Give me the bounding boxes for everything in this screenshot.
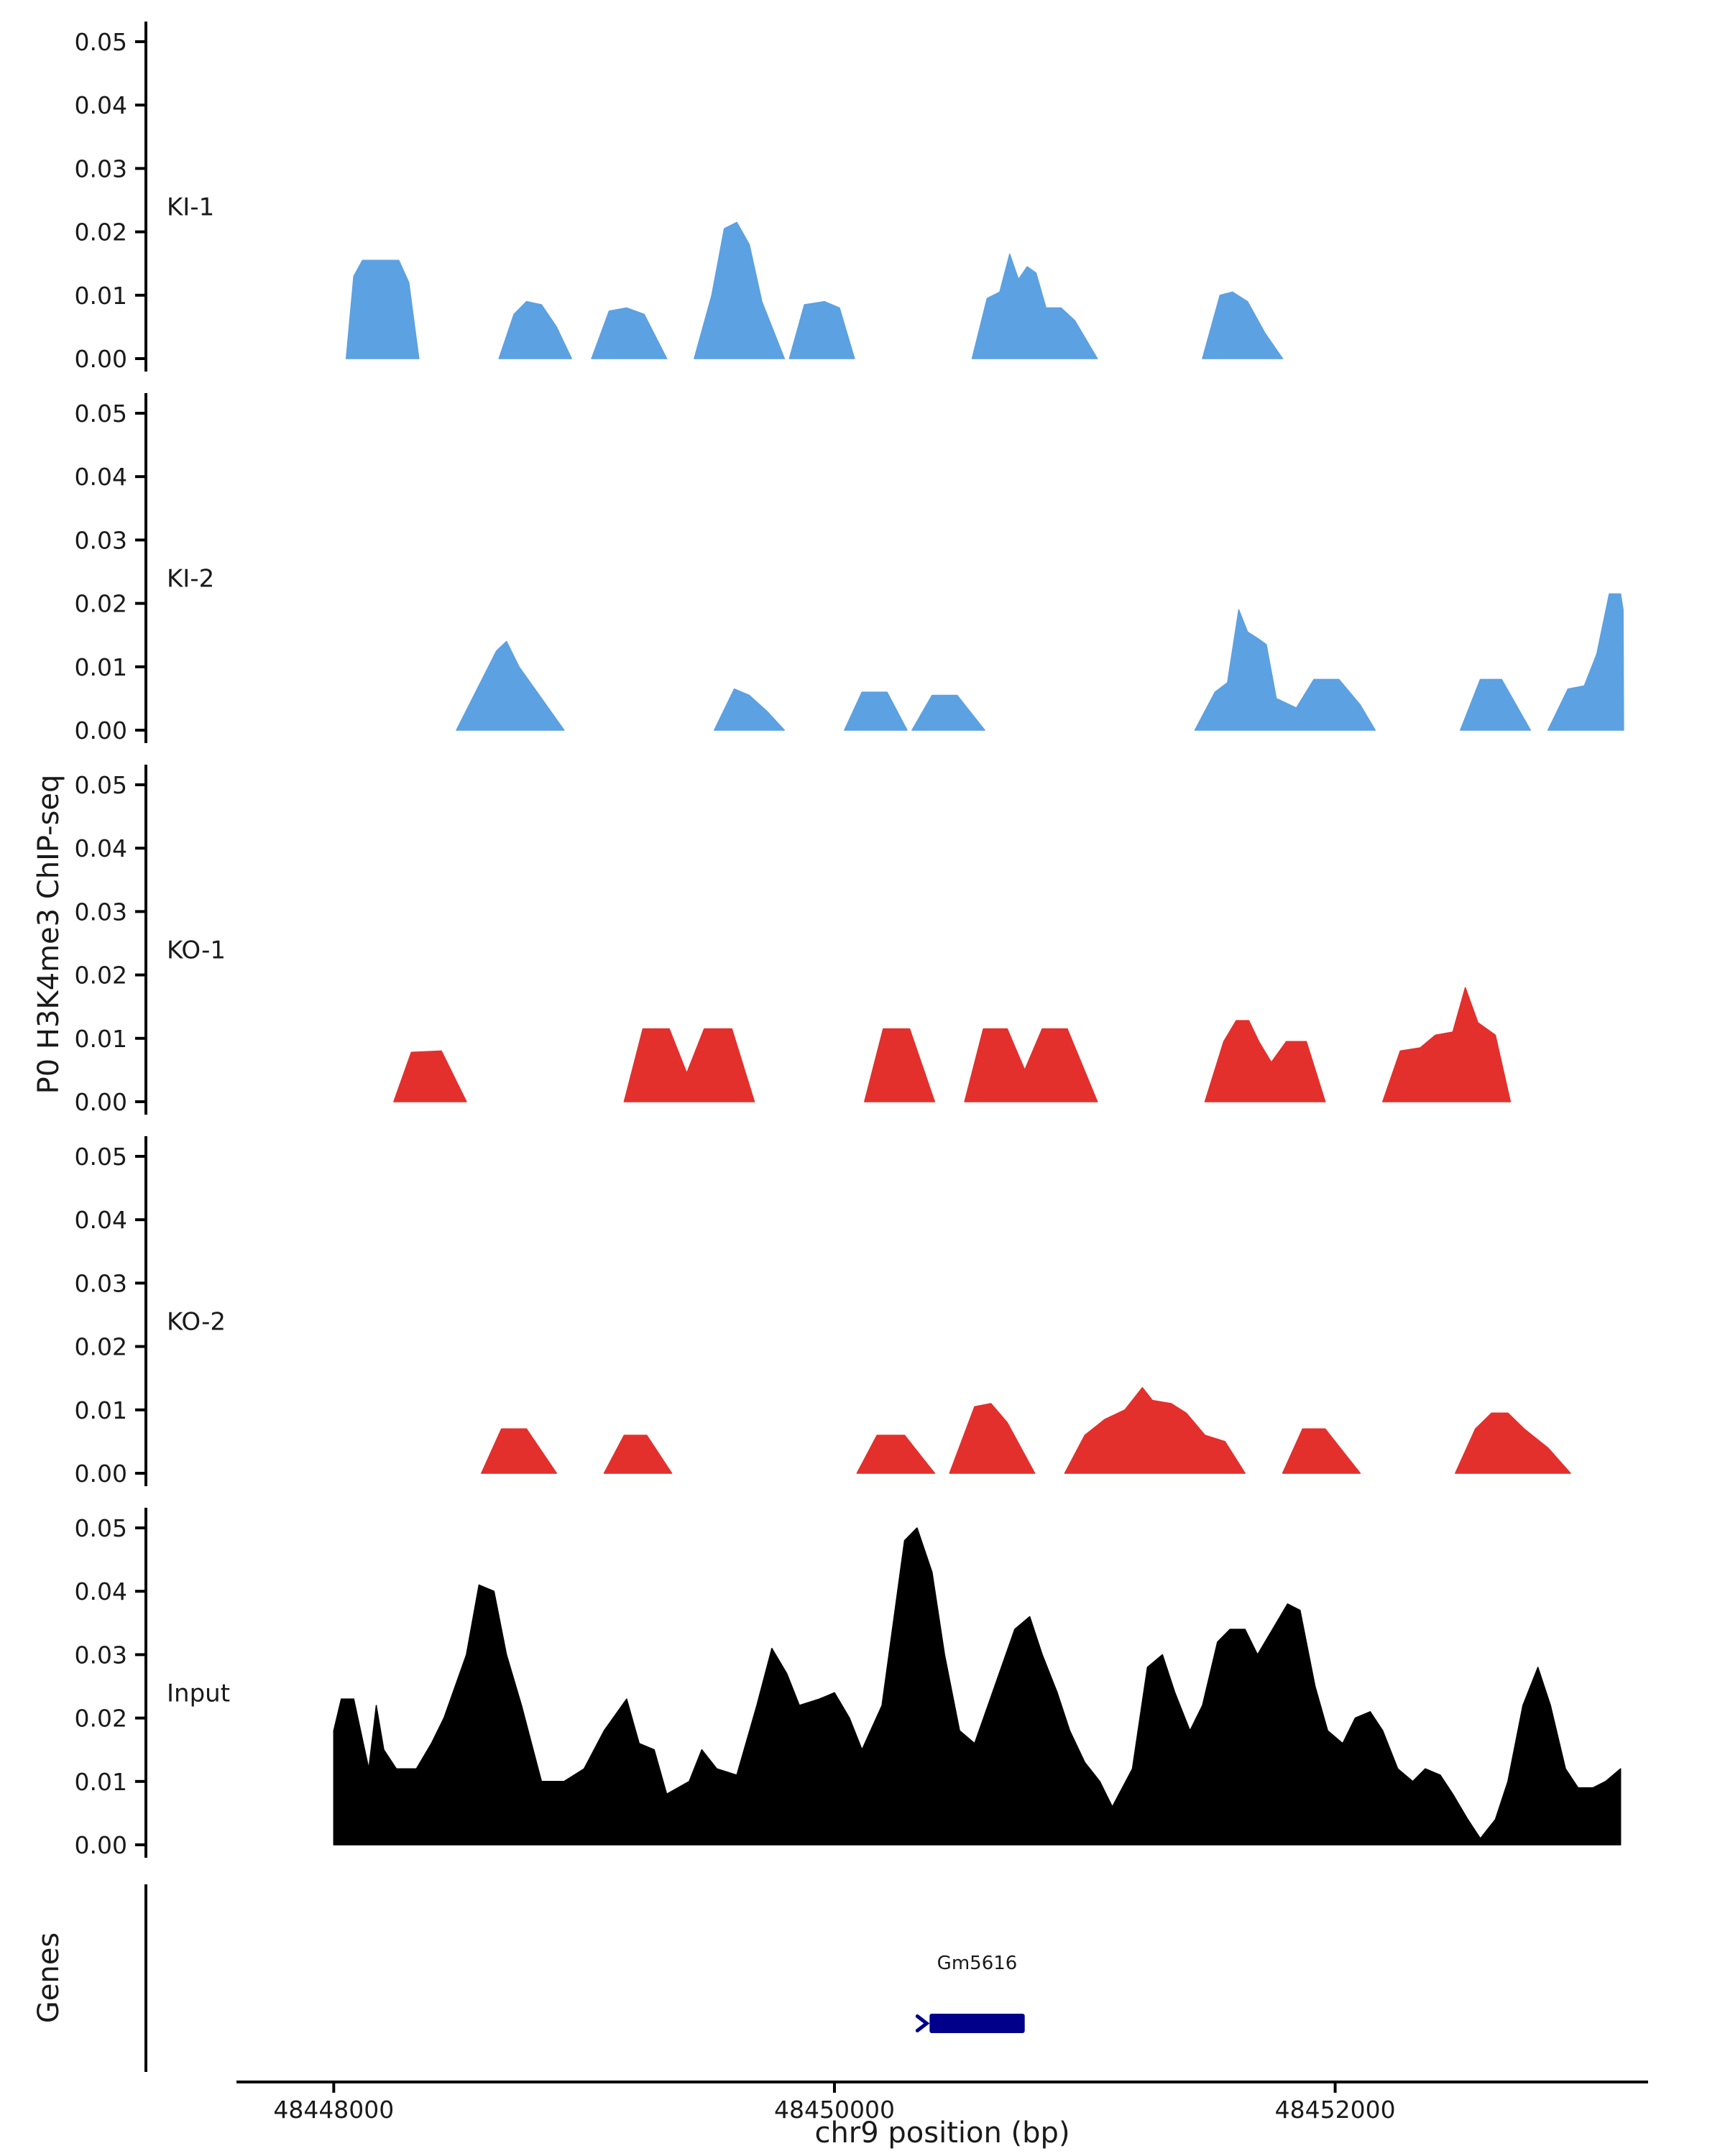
signal-area [1204,1020,1326,1102]
signal-area [1547,593,1624,731]
signal-area [971,253,1098,359]
y-tick-label: 0.02 [75,962,127,990]
y-tick-label: 0.05 [75,400,127,428]
signal-area [345,259,420,359]
gene-body [929,2014,1025,2033]
signal-area [1460,678,1532,731]
y-tick-label: 0.04 [75,463,127,491]
signal-area [911,694,985,731]
signal-area [591,307,668,359]
y-tick-label: 0.03 [75,526,127,554]
y-tick-label: 0.03 [75,898,127,926]
signal-area [964,1028,1098,1102]
y-tick-label: 0.00 [75,1088,127,1116]
y-tick-label: 0.00 [75,1460,127,1488]
signal-area [788,300,855,359]
signal-area [844,691,908,731]
signal-area [1202,291,1284,359]
genes-track: Gm5616 [144,1884,1025,2072]
signal-area [694,221,786,359]
x-tick-label: 48452000 [1275,2096,1396,2124]
y-tick-label: 0.05 [75,1514,127,1542]
signal-area [1455,1412,1571,1474]
signal-area [1382,987,1512,1102]
signal-area [856,1434,936,1474]
signal-area [949,1403,1036,1474]
y-tick-label: 0.01 [75,1768,127,1796]
y-tick-label: 0.02 [75,590,127,618]
gene-strand-arrow-icon [915,2014,930,2032]
y-tick-label: 0.01 [75,282,127,310]
signal-area [864,1028,936,1102]
signal-area [481,1428,558,1474]
y-tick-label: 0.03 [75,155,127,183]
y-tick-label: 0.00 [75,1831,127,1859]
y-tick-label: 0.05 [75,28,127,56]
x-tick-label: 48450000 [774,2096,895,2124]
track-label: KI-1 [167,193,214,221]
signal-area [456,640,565,731]
x-tick-label: 48448000 [273,2096,394,2124]
y-tick-label: 0.01 [75,1025,127,1053]
y-tick-label: 0.00 [75,717,127,745]
gene-name-label: Gm5616 [937,1953,1018,1974]
y-axis-title: P0 H3K4me3 ChIP-seq [32,774,65,1095]
track-label: KO-1 [167,936,226,964]
signal-area [1282,1428,1361,1474]
y-tick-label: 0.03 [75,1269,127,1297]
signal-area [603,1434,673,1474]
track-label: KO-2 [167,1307,226,1336]
y-tick-label: 0.04 [75,834,127,862]
y-tick-label: 0.02 [75,1705,127,1733]
y-tick-label: 0.04 [75,1577,127,1606]
y-tick-label: 0.05 [75,771,127,799]
signal-area [623,1028,755,1102]
track-ki-2: 0.00 0.01 0.02 0.03 0.04 0.05 KI-2 [75,393,1624,745]
y-tick-label: 0.01 [75,653,127,681]
signal-area [498,300,572,359]
track-ko-1: 0.00 0.01 0.02 0.03 0.04 0.05 KO-1 [75,765,1512,1116]
genes-axis-title: Genes [32,1932,65,2024]
track-label: Input [167,1679,230,1708]
track-input: 0.00 0.01 0.02 0.03 0.04 0.05 Input [75,1508,1622,1859]
signal-area [714,688,786,731]
y-tick-label: 0.04 [75,91,127,119]
track-label: KI-2 [167,564,214,593]
track-ki-1: 0.00 0.01 0.02 0.03 0.04 0.05 KI-1 [75,22,1284,373]
signal-area [333,1527,1622,1846]
y-tick-label: 0.02 [75,218,127,247]
x-axis: 48448000 48450000 48452000 [236,2081,1648,2124]
y-tick-label: 0.05 [75,1143,127,1171]
y-tick-label: 0.03 [75,1641,127,1669]
y-tick-label: 0.00 [75,345,127,373]
signal-area [1064,1387,1246,1474]
y-tick-label: 0.04 [75,1206,127,1234]
y-tick-label: 0.01 [75,1396,127,1424]
x-axis-title: chr9 position (bp) [814,2116,1070,2150]
track-ko-2: 0.00 0.01 0.02 0.03 0.04 0.05 KO-2 [75,1136,1571,1488]
signal-area [393,1050,467,1102]
signal-area [1194,609,1376,731]
y-tick-label: 0.02 [75,1333,127,1361]
